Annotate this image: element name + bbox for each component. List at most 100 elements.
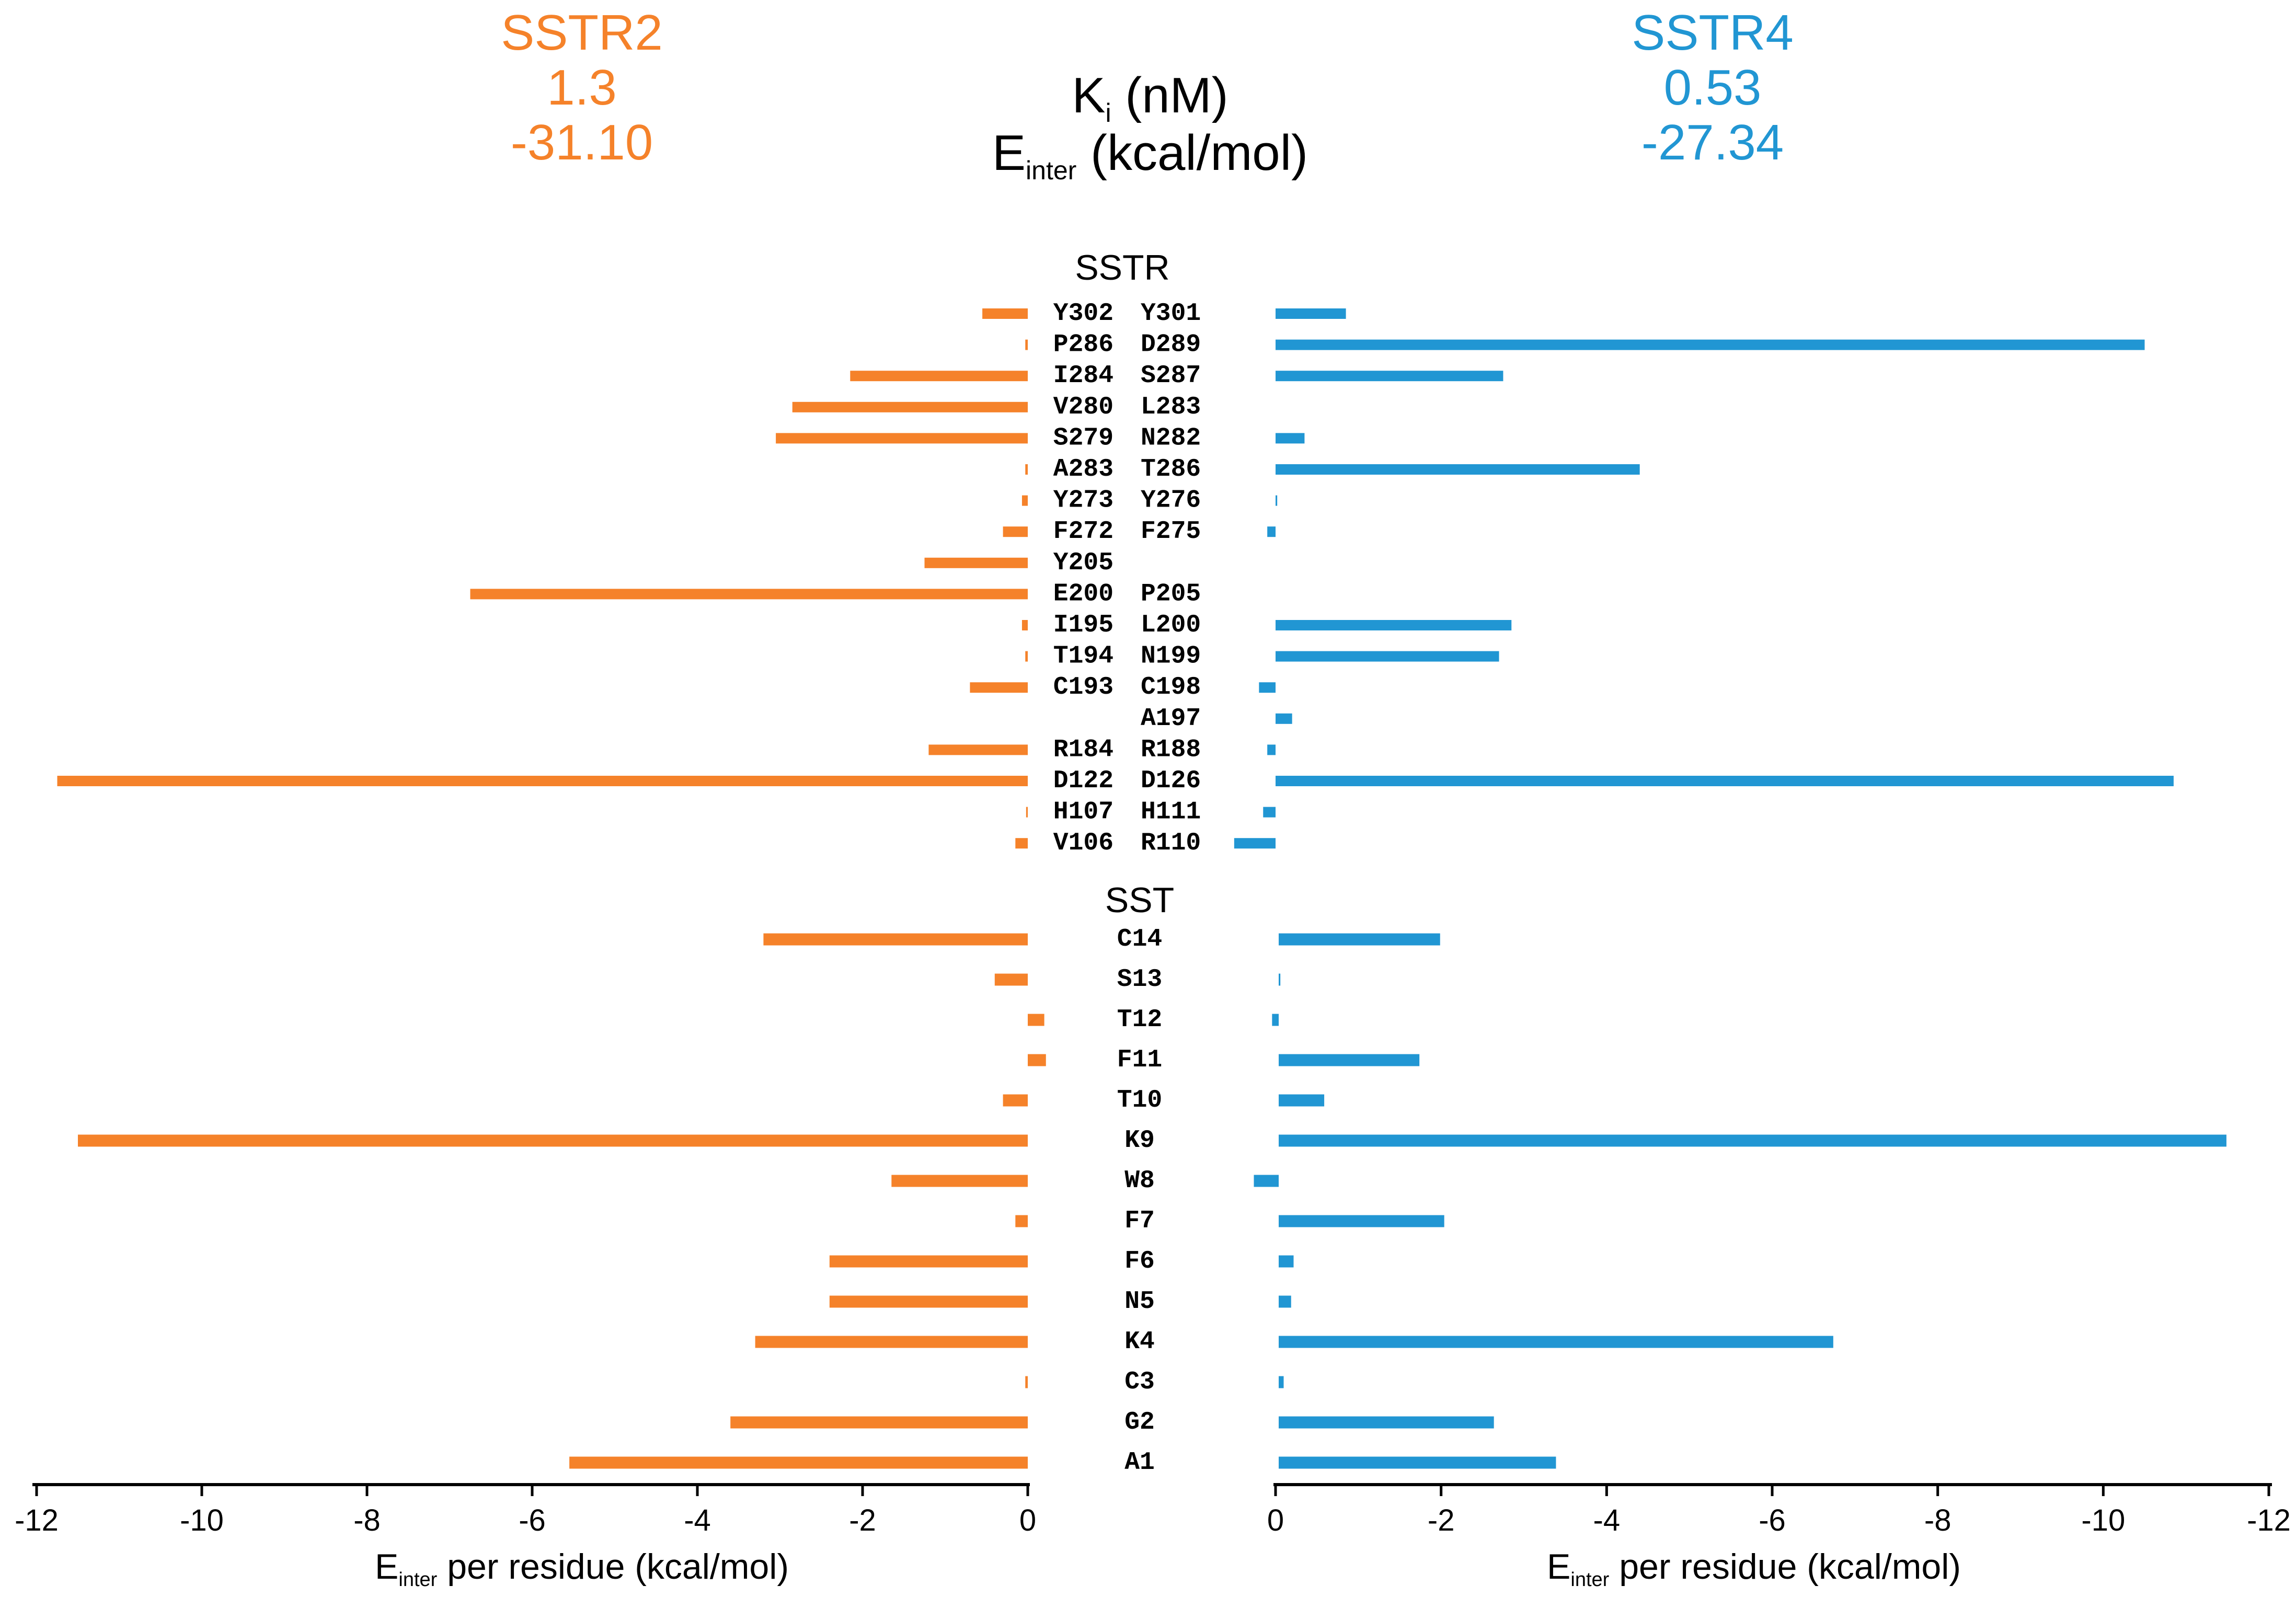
sstr2-tick-label: 0 — [1019, 1503, 1036, 1537]
peptide-residue-label: F6 — [1124, 1247, 1155, 1276]
peptide-residue-label: A1 — [1124, 1449, 1155, 1477]
sstr2-receptor-bar — [792, 401, 1028, 412]
sstr2-residue-label: D122 — [1053, 767, 1113, 795]
sstr4-residue-label: D289 — [1141, 331, 1201, 359]
sstr4-xlabel-symbol: E — [1547, 1547, 1570, 1587]
sstr4-tick-label: -10 — [2081, 1503, 2125, 1537]
sstr4-peptide-bar — [1272, 1014, 1279, 1026]
sstr4-receptor-bar — [1263, 807, 1276, 818]
sstr2-bars — [57, 308, 1046, 1469]
einter-symbol: E — [992, 125, 1026, 181]
ki-unit: (nM) — [1111, 67, 1229, 123]
sstr2-peptide-bar — [829, 1295, 1028, 1308]
einter-subscript: inter — [1026, 156, 1076, 185]
sstr2-peptide-bar — [891, 1175, 1028, 1187]
sstr4-residue-label: L200 — [1141, 611, 1201, 639]
sstr4-residue-label: P205 — [1141, 580, 1201, 608]
sstr2-receptor-bar — [1015, 838, 1028, 849]
sstr4-x-axis-title: Einter per residue (kcal/mol) — [1547, 1547, 1961, 1591]
sstr2-receptor-bar — [1026, 807, 1028, 818]
sstr2-xlabel-rest: per residue (kcal/mol) — [437, 1547, 789, 1587]
sstr4-receptor-bar — [1276, 339, 2145, 350]
sstr2-tick-label: -12 — [15, 1503, 59, 1537]
sstr2-peptide-bar — [1028, 1014, 1044, 1026]
sstr4-residue-label: F275 — [1141, 518, 1201, 546]
sstr2-receptor-bar — [1021, 495, 1028, 506]
sstr4-peptide-bar — [1279, 1416, 1494, 1429]
sstr2-residue-label: C193 — [1053, 673, 1113, 702]
sstr2-residue-label: A283 — [1053, 455, 1113, 484]
sstr2-residue-label: Y273 — [1053, 487, 1113, 515]
sstr2-peptide-bar — [1015, 1215, 1028, 1227]
sstr2-receptor-bar — [57, 776, 1028, 786]
sstr2-receptor-bar — [1025, 464, 1028, 475]
sstr4-receptor-bar — [1276, 433, 1305, 444]
peptide-section-label: SST — [1105, 880, 1174, 920]
sstr4-receptor-bar — [1276, 776, 2174, 786]
sstr4-residue-label: N282 — [1141, 424, 1201, 452]
sstr4-x-axis: 0 -2 -4 -6 -8 -10 -12 — [1267, 1483, 2291, 1537]
sstr4-receptor-bar — [1276, 651, 1499, 662]
sstr2-peptide-bar — [829, 1255, 1028, 1268]
sstr2-residue-label: F272 — [1053, 518, 1113, 546]
sstr2-ki-value: 1.3 — [547, 60, 616, 116]
sstr2-peptide-bar — [1028, 1054, 1046, 1066]
sstr2-residue-label: Y302 — [1053, 300, 1113, 328]
sstr4-tick-label: -12 — [2247, 1503, 2291, 1537]
sstr2-peptide-bar — [730, 1416, 1028, 1429]
sstr2-receptor-bar — [1025, 651, 1028, 662]
sstr4-tick-label: -2 — [1428, 1503, 1455, 1537]
center-header: Ki (nM) Einter (kcal/mol) — [992, 67, 1308, 185]
sstr4-peptide-bar — [1279, 1376, 1284, 1388]
sstr2-name: SSTR2 — [501, 5, 662, 61]
peptide-residue-label: T10 — [1117, 1086, 1162, 1115]
sstr2-residue-label: E200 — [1053, 580, 1113, 608]
sstr4-receptor-bar — [1234, 838, 1276, 849]
sstr4-residue-label: C198 — [1141, 673, 1201, 702]
sstr2-residue-label: I284 — [1053, 362, 1113, 390]
peptide-residue-label: G2 — [1124, 1408, 1155, 1437]
sstr4-peptide-bar — [1279, 973, 1281, 986]
sstr4-header: SSTR4 0.53 -27.34 — [1632, 5, 1793, 170]
ki-subscript: i — [1105, 98, 1111, 128]
sstr2-xlabel-symbol: E — [375, 1547, 398, 1587]
sstr4-residue-label: R188 — [1141, 736, 1201, 764]
sstr2-receptor-bar — [970, 682, 1028, 693]
ki-symbol: K — [1072, 67, 1105, 123]
sstr4-residue-label: T286 — [1141, 455, 1201, 484]
sstr4-ki-value: 0.53 — [1664, 60, 1762, 116]
sstr2-residue-label: H107 — [1053, 798, 1113, 826]
sstr4-residue-label: Y276 — [1141, 487, 1201, 515]
sstr2-peptide-bar — [78, 1134, 1028, 1147]
sstr4-peptide-bar — [1279, 1336, 1833, 1348]
einter-label: Einter (kcal/mol) — [992, 125, 1308, 185]
sstr4-residue-label: H111 — [1141, 798, 1201, 826]
sstr2-tick-label: -10 — [180, 1503, 224, 1537]
peptide-residue-label: T12 — [1117, 1006, 1162, 1034]
peptide-residue-label: F11 — [1117, 1046, 1162, 1074]
sstr4-peptide-bar — [1279, 1094, 1325, 1107]
sstr4-name: SSTR4 — [1632, 5, 1793, 61]
sstr2-residue-label: V106 — [1053, 829, 1113, 857]
sstr4-bars — [1234, 308, 2226, 1469]
sstr2-receptor-bar — [850, 371, 1028, 382]
sstr2-peptide-bar — [763, 933, 1028, 946]
sstr2-receptor-bar — [470, 589, 1028, 600]
sstr2-residue-label: Y205 — [1053, 549, 1113, 577]
peptide-residue-label: K9 — [1124, 1127, 1155, 1155]
sstr4-peptide-bar — [1254, 1175, 1279, 1187]
sstr2-header: SSTR2 1.3 -31.10 — [501, 5, 662, 170]
sstr2-x-axis-title: Einter per residue (kcal/mol) — [375, 1547, 789, 1591]
sstr4-peptide-bar — [1279, 1255, 1294, 1268]
sstr4-einter-value: -27.34 — [1641, 114, 1784, 170]
sstr4-residue-label: A197 — [1141, 705, 1201, 733]
sstr2-receptor-bar — [982, 308, 1028, 319]
sstr4-residue-label: L283 — [1141, 393, 1201, 421]
sstr4-peptide-bar — [1279, 933, 1440, 946]
sstr2-receptor-bar — [924, 557, 1028, 568]
sstr2-receptor-bar — [928, 744, 1028, 755]
sstr4-receptor-bar — [1276, 308, 1346, 319]
sstr2-peptide-bar — [1025, 1376, 1028, 1388]
peptide-residue-label: F7 — [1124, 1207, 1155, 1235]
receptor-section-label: SSTR — [1075, 248, 1169, 288]
